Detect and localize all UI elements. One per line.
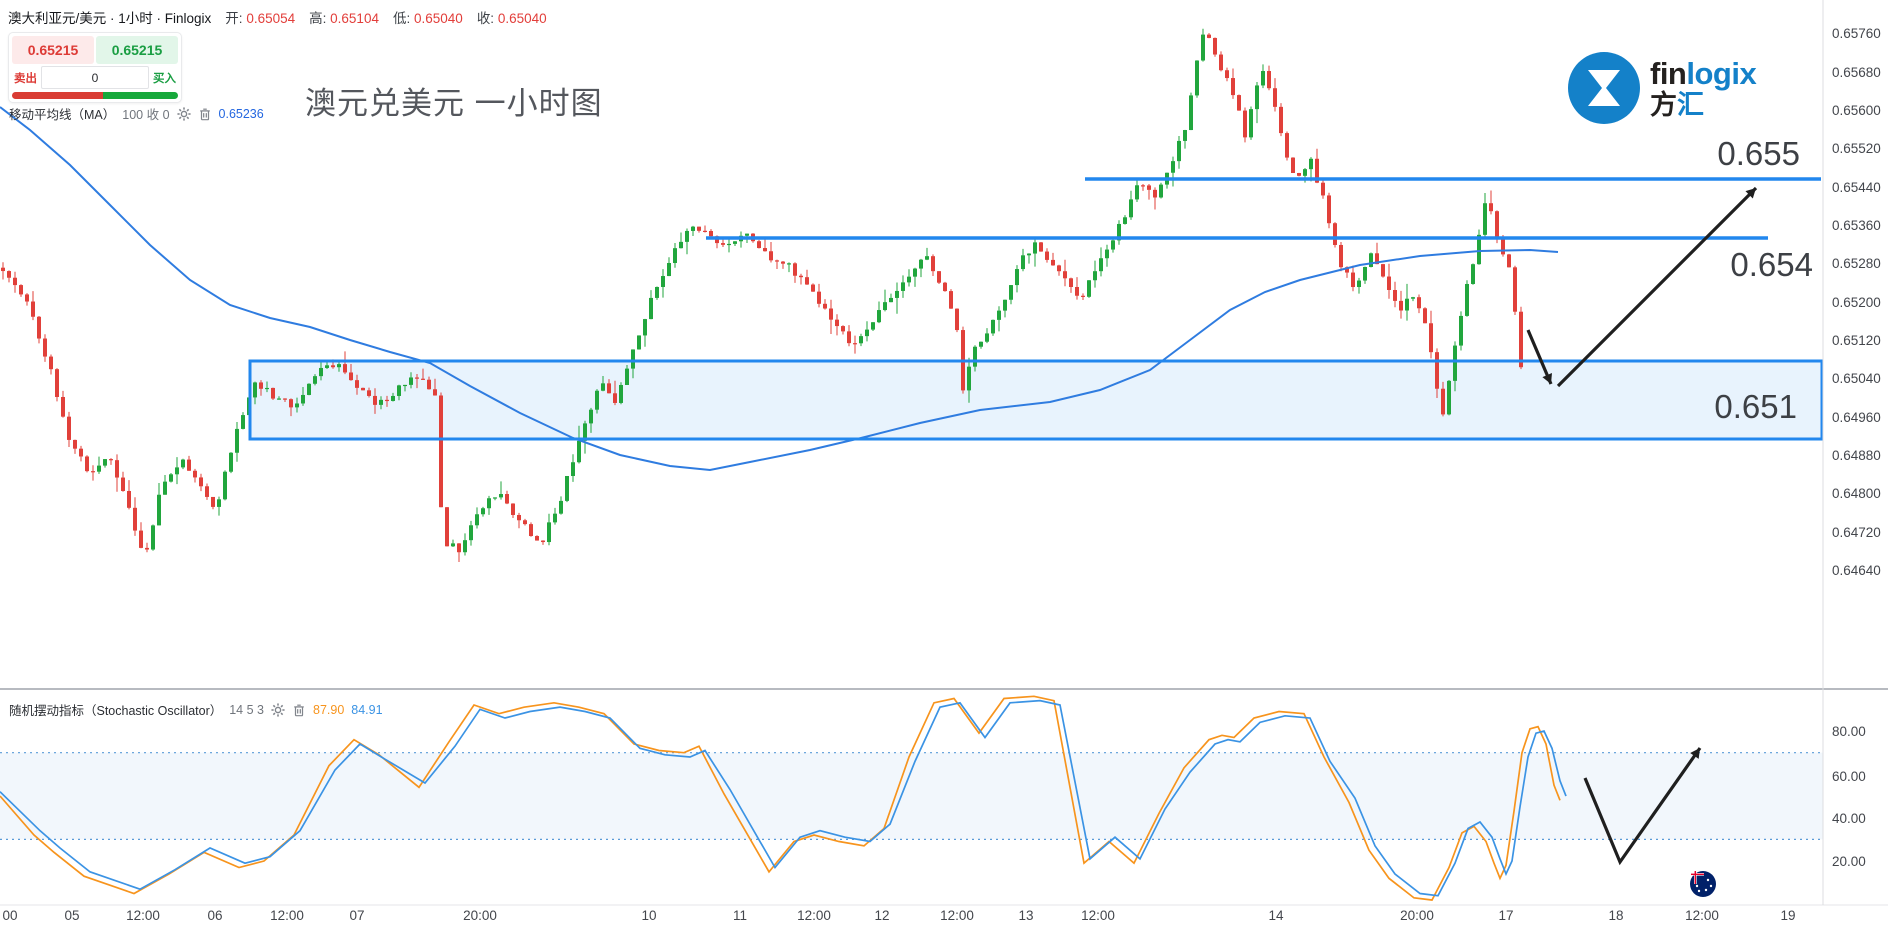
- spread-input[interactable]: 0: [41, 66, 149, 89]
- svg-text:0.65680: 0.65680: [1832, 65, 1881, 80]
- australia-flag-icon: [1690, 871, 1716, 897]
- close-label: 收:: [476, 11, 495, 26]
- symbol-title[interactable]: 澳大利亚元/美元 · 1小时 · Finlogix: [8, 11, 212, 26]
- svg-text:0.65200: 0.65200: [1832, 295, 1881, 310]
- gear-icon[interactable]: [271, 702, 285, 717]
- stoch-indicator-name: 随机摆动指标（Stochastic Oscillator）: [9, 704, 223, 718]
- svg-text:20:00: 20:00: [463, 908, 497, 923]
- price-axis[interactable]: 0.65760 0.65680 0.65600 0.65520 0.65440 0.653…: [1832, 26, 1881, 869]
- svg-text:06: 06: [207, 908, 222, 923]
- finlogix-logo: finlogix 方汇: [1568, 52, 1757, 124]
- high-label: 高:: [309, 11, 327, 26]
- gear-icon[interactable]: [176, 106, 191, 121]
- symbol-header: 澳大利亚元/美元 · 1小时 · Finlogix 开: 0.65054 高: …: [8, 7, 547, 27]
- stoch-d-line: [0, 699, 1567, 897]
- open-label: 开:: [225, 11, 243, 26]
- logo-text-logix: logix: [1686, 55, 1757, 91]
- svg-text:0.65360: 0.65360: [1832, 218, 1881, 233]
- svg-text:0.65280: 0.65280: [1832, 256, 1881, 271]
- svg-text:0.65520: 0.65520: [1832, 141, 1881, 156]
- svg-text:0.65600: 0.65600: [1832, 103, 1881, 118]
- svg-text:0.65120: 0.65120: [1832, 333, 1881, 348]
- stoch-k-value: 87.90: [313, 702, 345, 717]
- high-value: 0.65104: [330, 11, 379, 26]
- svg-text:60.00: 60.00: [1832, 769, 1866, 784]
- stoch-indicator-params: 14 5 3: [229, 702, 264, 717]
- buy-price-button[interactable]: 0.65215: [96, 36, 178, 64]
- finlogix-logo-icon: [1568, 52, 1640, 124]
- svg-text:20:00: 20:00: [1400, 908, 1434, 923]
- buy-label: 买入: [153, 72, 176, 85]
- low-label: 低:: [392, 11, 411, 26]
- svg-text:0.65440: 0.65440: [1832, 180, 1881, 195]
- ma-indicator-row[interactable]: 移动平均线（MA） 100 收 0 0.65236: [9, 104, 264, 123]
- svg-text:12:00: 12:00: [270, 908, 304, 923]
- svg-text:80.00: 80.00: [1832, 724, 1866, 739]
- chart-title-watermark: 澳元兑美元 一小时图: [305, 86, 603, 121]
- stoch-d-value: 84.91: [351, 702, 383, 717]
- svg-text:12:00: 12:00: [1081, 908, 1115, 923]
- low-value: 0.65040: [414, 11, 463, 26]
- svg-text:07: 07: [349, 908, 364, 923]
- svg-text:00: 00: [2, 908, 17, 923]
- svg-text:20.00: 20.00: [1832, 854, 1866, 869]
- ma-line[interactable]: [0, 106, 1559, 472]
- trash-icon[interactable]: [292, 703, 306, 717]
- sentiment-bar: [12, 92, 178, 99]
- svg-text:0.64800: 0.64800: [1832, 486, 1881, 501]
- ma-indicator-params: 100 收 0: [122, 108, 170, 122]
- ma-value: 0.65236: [218, 106, 264, 121]
- resistance-label-0655[interactable]: 0.655: [1717, 135, 1800, 172]
- svg-text:13: 13: [1018, 908, 1033, 923]
- svg-text:12: 12: [874, 908, 889, 923]
- svg-text:17: 17: [1498, 908, 1513, 923]
- open-value: 0.65054: [246, 11, 296, 26]
- pane-separators: [0, 0, 1888, 906]
- svg-text:12:00: 12:00: [797, 908, 831, 923]
- ma-indicator-name: 移动平均线（MA）: [9, 108, 116, 122]
- svg-text:40.00: 40.00: [1832, 811, 1866, 826]
- svg-text:0.64640: 0.64640: [1832, 563, 1881, 578]
- svg-text:14: 14: [1268, 908, 1284, 923]
- svg-text:0.65760: 0.65760: [1832, 26, 1881, 41]
- svg-text:19: 19: [1780, 908, 1795, 923]
- annotations-layer[interactable]: [248, 177, 1824, 866]
- svg-text:0.64880: 0.64880: [1832, 448, 1881, 463]
- svg-text:11: 11: [733, 908, 747, 923]
- close-value: 0.65040: [497, 11, 547, 26]
- svg-text:12:00: 12:00: [940, 908, 974, 923]
- logo-text-cn-blue: 汇: [1677, 89, 1704, 120]
- svg-text:12:00: 12:00: [1685, 908, 1719, 923]
- svg-text:0.65040: 0.65040: [1832, 371, 1881, 386]
- svg-text:10: 10: [641, 908, 656, 923]
- time-axis[interactable]: 00 05 12:00 06 12:00 07 20:00 10 11 12:00 12 12:00 1…: [2, 908, 1795, 923]
- order-widget: 0.65215 0.65215 卖出 0 买入: [8, 32, 182, 103]
- candles-layer[interactable]: [1, 28, 1523, 563]
- sell-price-button[interactable]: 0.65215: [12, 36, 94, 64]
- svg-text:0.64960: 0.64960: [1832, 410, 1881, 425]
- svg-text:12:00: 12:00: [126, 908, 160, 923]
- logo-text-cn-black: 方: [1650, 89, 1677, 120]
- trash-icon[interactable]: [198, 107, 212, 121]
- svg-text:0.64720: 0.64720: [1832, 525, 1881, 540]
- logo-text-fin: fin: [1650, 55, 1687, 91]
- resistance-label-0654[interactable]: 0.654: [1730, 246, 1813, 283]
- stoch-indicator-row[interactable]: 随机摆动指标（Stochastic Oscillator） 14 5 3 87.…: [9, 700, 383, 719]
- support-zone-rect[interactable]: [250, 361, 1822, 439]
- svg-text:05: 05: [64, 908, 79, 923]
- svg-text:18: 18: [1608, 908, 1623, 923]
- sell-label: 卖出: [14, 72, 37, 85]
- support-zone-label-0651[interactable]: 0.651: [1714, 388, 1797, 425]
